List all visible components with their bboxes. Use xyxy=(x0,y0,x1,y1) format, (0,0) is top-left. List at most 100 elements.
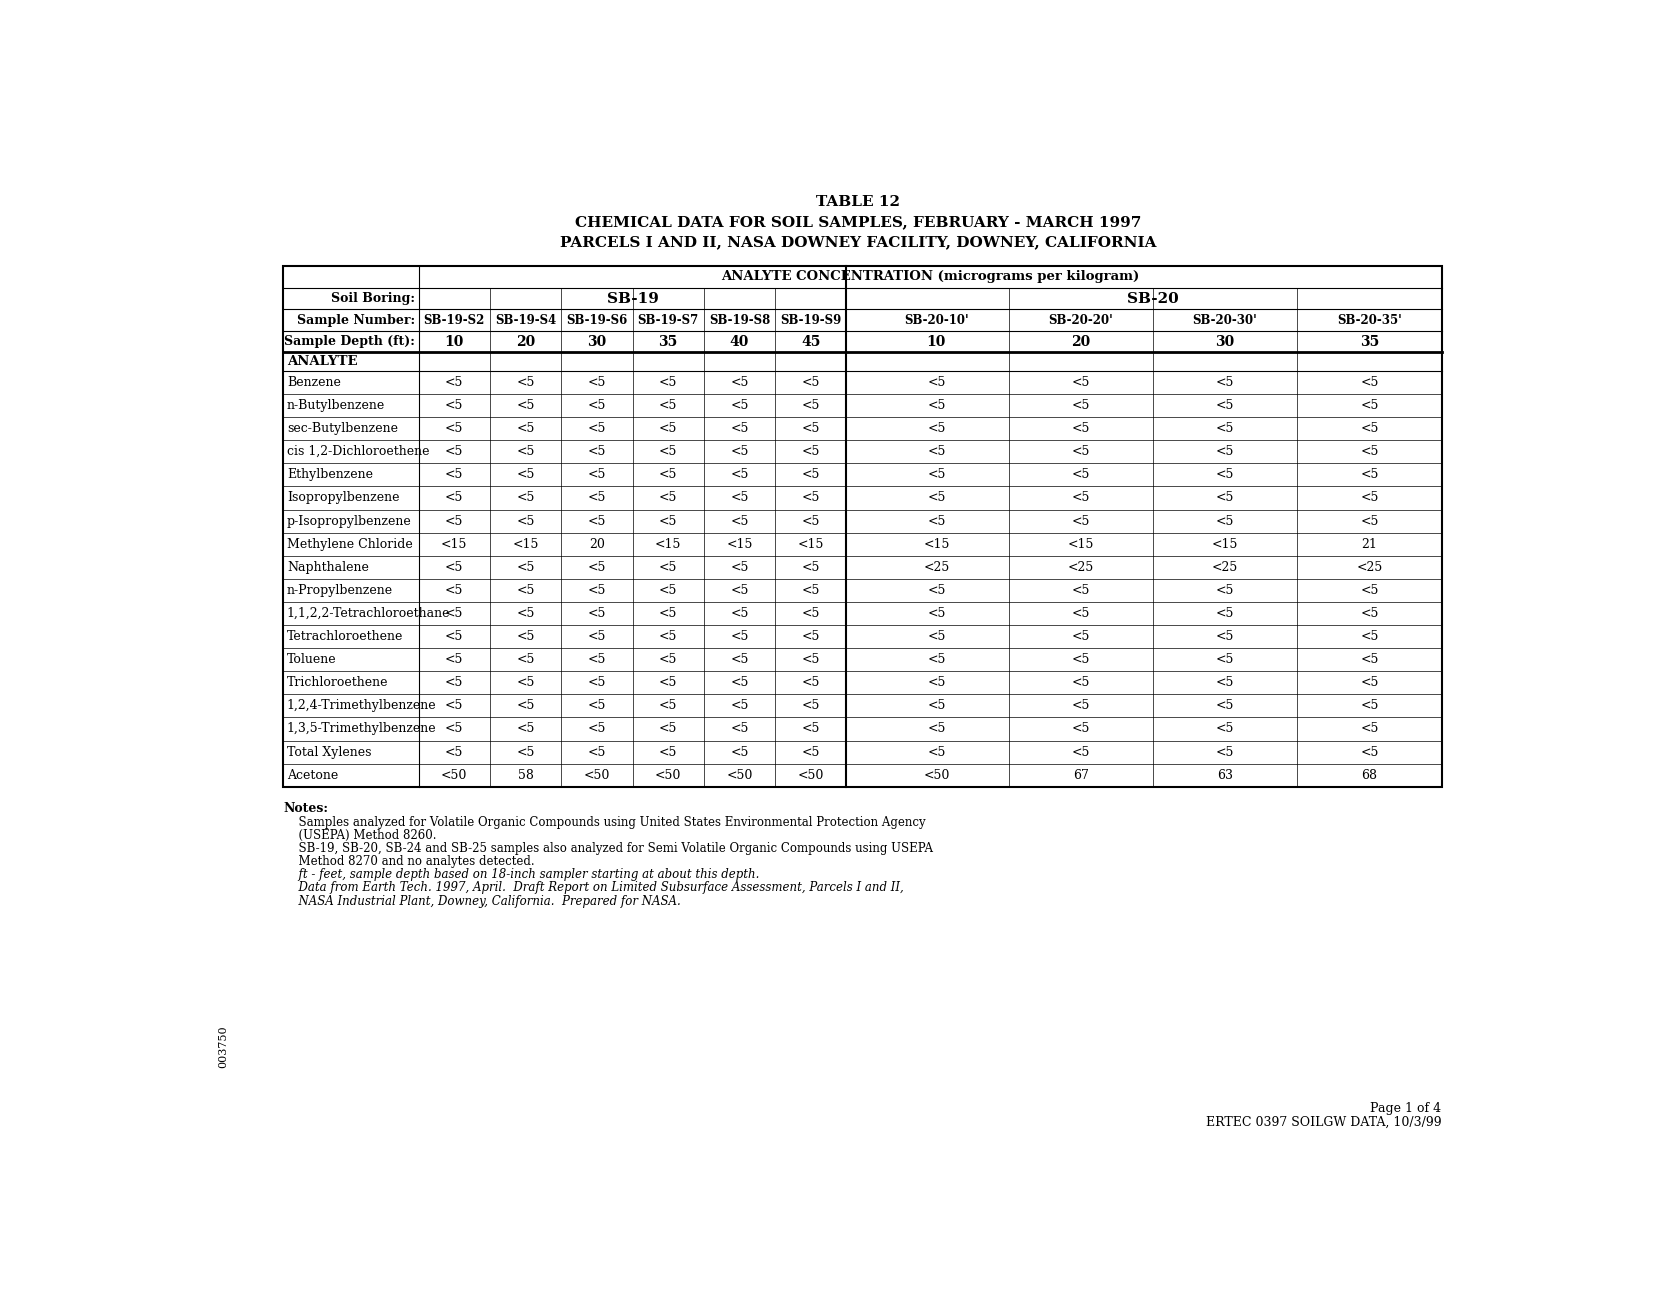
Text: <5: <5 xyxy=(730,422,749,435)
Text: <5: <5 xyxy=(1072,584,1090,597)
Text: <5: <5 xyxy=(730,468,749,481)
Text: SB-20-20': SB-20-20' xyxy=(1049,314,1114,327)
Text: <5: <5 xyxy=(1216,491,1234,505)
Text: ERTEC 0397 SOILGW DATA, 10/3/99: ERTEC 0397 SOILGW DATA, 10/3/99 xyxy=(1206,1116,1442,1128)
Text: Data from Earth Tech. 1997, April.  Draft Report on Limited Subsurface Assessmen: Data from Earth Tech. 1997, April. Draft… xyxy=(291,881,903,894)
Text: <5: <5 xyxy=(1072,606,1090,620)
Text: <5: <5 xyxy=(928,630,946,643)
Text: TABLE 12: TABLE 12 xyxy=(816,195,899,209)
Text: <5: <5 xyxy=(658,654,677,667)
Text: <5: <5 xyxy=(446,399,464,412)
Text: <15: <15 xyxy=(727,537,752,550)
Text: <5: <5 xyxy=(928,699,946,712)
Text: <50: <50 xyxy=(441,769,467,782)
Text: <5: <5 xyxy=(928,584,946,597)
Text: <5: <5 xyxy=(446,654,464,667)
Text: <5: <5 xyxy=(1360,745,1379,758)
Text: <5: <5 xyxy=(658,376,677,389)
Text: <5: <5 xyxy=(1216,699,1234,712)
Text: <5: <5 xyxy=(446,376,464,389)
Text: <5: <5 xyxy=(730,745,749,758)
Text: <5: <5 xyxy=(802,699,821,712)
Text: <5: <5 xyxy=(588,422,606,435)
Text: <5: <5 xyxy=(1216,745,1234,758)
Text: <5: <5 xyxy=(446,699,464,712)
Text: Notes:: Notes: xyxy=(283,802,328,816)
Text: <5: <5 xyxy=(516,376,534,389)
Text: 20: 20 xyxy=(1070,335,1090,349)
Text: <5: <5 xyxy=(730,699,749,712)
Text: p-Isopropylbenzene: p-Isopropylbenzene xyxy=(286,515,412,528)
Text: <5: <5 xyxy=(1216,606,1234,620)
Text: <5: <5 xyxy=(1072,422,1090,435)
Text: ANALYTE: ANALYTE xyxy=(286,356,357,369)
Text: <15: <15 xyxy=(655,537,682,550)
Text: <5: <5 xyxy=(1072,468,1090,481)
Text: <5: <5 xyxy=(802,606,821,620)
Text: Total Xylenes: Total Xylenes xyxy=(286,745,372,758)
Text: <5: <5 xyxy=(516,446,534,459)
Text: <5: <5 xyxy=(1360,422,1379,435)
Text: Naphthalene: Naphthalene xyxy=(286,561,368,574)
Text: <5: <5 xyxy=(658,422,677,435)
Text: <5: <5 xyxy=(928,491,946,505)
Text: <5: <5 xyxy=(658,468,677,481)
Text: <5: <5 xyxy=(446,630,464,643)
Text: Acetone: Acetone xyxy=(286,769,338,782)
Text: <5: <5 xyxy=(516,723,534,736)
Text: <5: <5 xyxy=(802,491,821,505)
Text: <5: <5 xyxy=(658,584,677,597)
Text: <5: <5 xyxy=(1072,654,1090,667)
Text: <15: <15 xyxy=(513,537,539,550)
Text: <5: <5 xyxy=(588,561,606,574)
Text: <5: <5 xyxy=(516,654,534,667)
Text: 68: 68 xyxy=(1362,769,1377,782)
Text: <5: <5 xyxy=(1072,515,1090,528)
Text: <5: <5 xyxy=(802,446,821,459)
Text: NASA Industrial Plant, Downey, California.  Prepared for NASA.: NASA Industrial Plant, Downey, Californi… xyxy=(291,894,680,907)
Text: <5: <5 xyxy=(1072,376,1090,389)
Text: <5: <5 xyxy=(516,699,534,712)
Text: <5: <5 xyxy=(1360,654,1379,667)
Text: 10: 10 xyxy=(926,335,946,349)
Text: <5: <5 xyxy=(1216,654,1234,667)
Text: <15: <15 xyxy=(441,537,467,550)
Text: <5: <5 xyxy=(1216,723,1234,736)
Text: <5: <5 xyxy=(928,723,946,736)
Text: <5: <5 xyxy=(1072,676,1090,689)
Text: Ethylbenzene: Ethylbenzene xyxy=(286,468,374,481)
Text: <5: <5 xyxy=(658,399,677,412)
Text: SB-19-S8: SB-19-S8 xyxy=(709,314,770,327)
Text: <5: <5 xyxy=(928,422,946,435)
Text: <5: <5 xyxy=(658,491,677,505)
Text: <5: <5 xyxy=(516,399,534,412)
Text: SB-19-S9: SB-19-S9 xyxy=(781,314,841,327)
Text: <5: <5 xyxy=(588,745,606,758)
Text: n-Butylbenzene: n-Butylbenzene xyxy=(286,399,385,412)
Text: <15: <15 xyxy=(1213,537,1238,550)
Text: ANALYTE CONCENTRATION (micrograms per kilogram): ANALYTE CONCENTRATION (micrograms per ki… xyxy=(720,271,1139,284)
Text: 1,2,4-Trimethylbenzene: 1,2,4-Trimethylbenzene xyxy=(286,699,437,712)
Text: SB-19, SB-20, SB-24 and SB-25 samples also analyzed for Semi Volatile Organic Co: SB-19, SB-20, SB-24 and SB-25 samples al… xyxy=(291,842,933,855)
Text: <5: <5 xyxy=(446,446,464,459)
Text: <5: <5 xyxy=(802,723,821,736)
Text: Toluene: Toluene xyxy=(286,654,337,667)
Text: <5: <5 xyxy=(730,630,749,643)
Text: 35: 35 xyxy=(658,335,678,349)
Text: <50: <50 xyxy=(797,769,824,782)
Text: <5: <5 xyxy=(588,399,606,412)
Text: <50: <50 xyxy=(583,769,610,782)
Text: <5: <5 xyxy=(446,491,464,505)
Text: sec-Butylbenzene: sec-Butylbenzene xyxy=(286,422,399,435)
Text: <5: <5 xyxy=(516,422,534,435)
Text: <5: <5 xyxy=(1072,699,1090,712)
Text: <5: <5 xyxy=(928,399,946,412)
Text: 40: 40 xyxy=(730,335,749,349)
Text: <5: <5 xyxy=(730,399,749,412)
Text: <5: <5 xyxy=(516,515,534,528)
Text: <15: <15 xyxy=(797,537,824,550)
Text: <5: <5 xyxy=(1360,606,1379,620)
Text: <5: <5 xyxy=(658,446,677,459)
Text: Samples analyzed for Volatile Organic Compounds using United States Environmenta: Samples analyzed for Volatile Organic Co… xyxy=(291,816,925,829)
Text: 1,1,2,2-Tetrachloroethane: 1,1,2,2-Tetrachloroethane xyxy=(286,606,451,620)
